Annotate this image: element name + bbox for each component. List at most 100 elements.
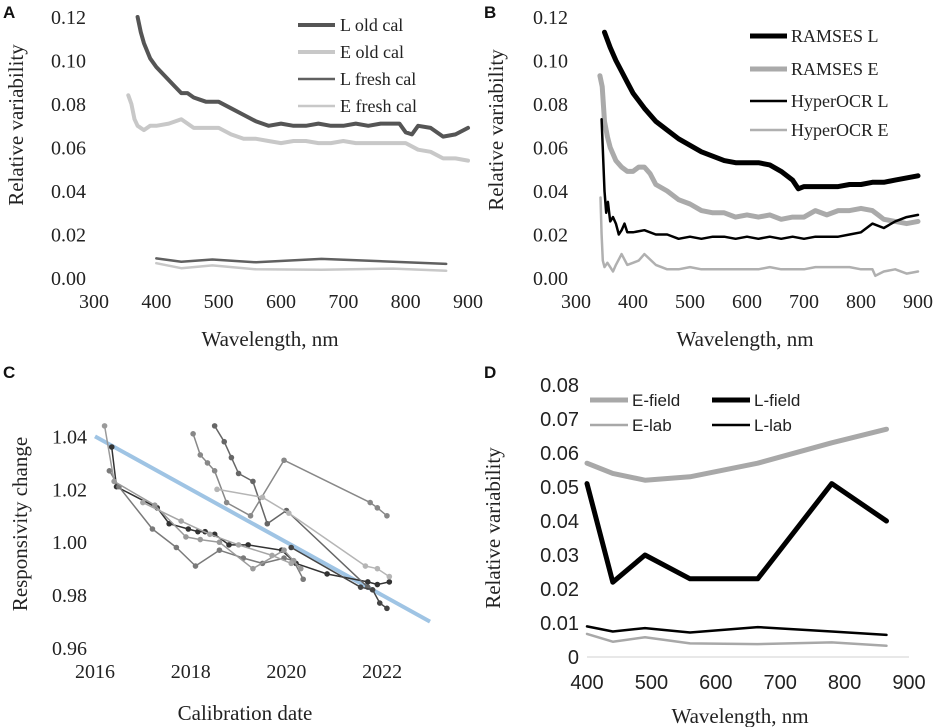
panel-d-line-e-lab xyxy=(585,632,888,648)
panel-b-legend: RAMSES L RAMSES E HyperOCR L HyperOCR E xyxy=(750,26,889,140)
panel-c-point-sensor-5 xyxy=(247,512,254,519)
panel-c-point-sensor-8 xyxy=(178,518,184,524)
panel-c-line-sensor-4 xyxy=(213,425,369,588)
legend-hyperocr-e: HyperOCR E xyxy=(791,120,889,140)
panel-a-ytick-label: 0.02 xyxy=(51,225,86,247)
panel-d-line-l-lab xyxy=(585,625,888,637)
panel-c-point-sensor-8 xyxy=(235,542,242,548)
panel-c-point-sensor-2 xyxy=(192,563,199,569)
panel-c-point-sensor-2 xyxy=(106,468,113,474)
panel-a-xtick-label: 400 xyxy=(141,291,171,313)
panel-c-xtick-label: 2018 xyxy=(171,661,211,683)
panel-c-point-sensor-6 xyxy=(259,494,266,501)
panel-d-ytick-label: 0.06 xyxy=(540,443,579,465)
panel-a-ytick-label: 0.00 xyxy=(51,268,86,290)
panel-c-point-sensor-3 xyxy=(111,478,117,485)
panel-c-ytick-label: 1.04 xyxy=(52,426,87,448)
panel-d-xtick-label: 600 xyxy=(699,672,732,694)
panel-d-ylabel: Relative variability xyxy=(481,447,505,609)
panel-c-point-sensor-5 xyxy=(367,499,373,506)
panel-a: A 0.00 0.02 0.04 0.06 0.08 0.10 0.12 300 400 500 6… xyxy=(3,3,483,351)
panel-d-ytick-label: 0 xyxy=(568,647,579,669)
panel-c-series xyxy=(94,423,431,624)
panel-b-line-ramses-l xyxy=(602,29,921,192)
panel-c-point-sensor-5 xyxy=(384,512,390,519)
panel-b-xtick-label: 600 xyxy=(732,291,762,313)
panel-c-point-sensor-6 xyxy=(286,510,292,516)
panel-c-line-sensor-8 xyxy=(142,501,292,565)
panel-a-xtick-label: 300 xyxy=(79,291,109,313)
panel-d-ytick-label: 0.03 xyxy=(540,545,579,567)
panel-c-point-sensor-7 xyxy=(357,584,364,590)
panel-d-line-e-field xyxy=(584,426,889,483)
legend-l-lab: L-lab xyxy=(754,416,792,435)
panel-c: C 0.96 0.98 1.00 1.02 1.04 2016 2018 2020 2022 R… xyxy=(3,363,431,725)
panel-c-line-sensor-1 xyxy=(110,446,391,586)
panel-a-legend: L old cal E old cal L fresh cal E fresh … xyxy=(298,15,417,116)
panel-c-point-sensor-1 xyxy=(245,542,251,548)
panel-d-xtick-label: 700 xyxy=(764,672,797,694)
panel-c-point-sensor-5 xyxy=(374,505,381,511)
panel-a-ytick-label: 0.10 xyxy=(51,51,86,73)
panel-d-legend: E-field L-field E-lab L-lab xyxy=(590,391,800,435)
panel-c-point-sensor-4 xyxy=(211,423,218,429)
panel-d-ytick-label: 0.07 xyxy=(540,409,579,431)
panel-a-ylabel: Relative variability xyxy=(4,44,28,206)
panel-c-point-sensor-5 xyxy=(211,468,218,474)
panel-c-ylabel: Responsivity change xyxy=(8,437,32,611)
panel-c-point-sensor-7 xyxy=(288,544,295,551)
panel-b-xtick-label: 500 xyxy=(675,291,705,313)
panel-c-xtick-label: 2016 xyxy=(75,661,115,683)
panel-a-series xyxy=(126,15,470,273)
panel-a-axes: 0.00 0.02 0.04 0.06 0.08 0.10 0.12 300 400 500 600… xyxy=(51,7,483,313)
panel-c-point-sensor-8 xyxy=(288,560,295,567)
panel-b-xtick-label: 700 xyxy=(789,291,819,313)
panel-c-point-sensor-8 xyxy=(140,499,146,506)
panel-label-b: B xyxy=(484,3,496,22)
panel-b-series xyxy=(597,29,921,278)
panel-c-point-sensor-4 xyxy=(221,438,228,445)
panel-a-line-l-fresh-cal xyxy=(155,257,448,266)
panel-c-point-sensor-3 xyxy=(297,565,304,572)
panel-b-line-ramses-e xyxy=(597,73,921,227)
panel-d: D 0 0.01 0.02 0.03 0.04 0.05 0.06 0.07 0.08 400 50… xyxy=(481,363,926,727)
panel-c-point-sensor-1 xyxy=(364,579,371,585)
panel-c-point-sensor-7 xyxy=(384,605,390,612)
panel-a-xtick-label: 600 xyxy=(266,291,296,313)
panel-b-ytick-label: 0.02 xyxy=(533,225,568,247)
panel-b-ytick-label: 0.04 xyxy=(533,181,568,203)
panel-a-xtick-label: 500 xyxy=(204,291,234,313)
panel-d-ytick-label: 0.08 xyxy=(540,375,579,397)
panel-c-trend-line xyxy=(94,434,431,624)
panel-c-point-sensor-3 xyxy=(101,423,108,429)
panel-b-xtick-label: 900 xyxy=(903,291,933,313)
panel-c-point-sensor-4 xyxy=(264,520,271,527)
panel-c-point-sensor-5 xyxy=(281,457,287,464)
panel-b-ylabel: Relative variability xyxy=(484,49,508,211)
panel-c-xtick-label: 2020 xyxy=(266,661,306,683)
panel-d-xtick-label: 900 xyxy=(892,672,925,694)
panel-b-line-hyperocr-l xyxy=(600,117,920,241)
panel-d-ytick-label: 0.05 xyxy=(540,477,579,499)
panel-a-xtick-label: 800 xyxy=(391,291,421,313)
legend-e-old-cal: E old cal xyxy=(340,42,404,62)
panel-a-xtick-label: 900 xyxy=(453,291,483,313)
panel-d-series xyxy=(584,426,889,648)
panel-a-ytick-label: 0.04 xyxy=(51,181,86,203)
panel-c-point-sensor-5 xyxy=(223,499,230,506)
panel-a-ytick-label: 0.12 xyxy=(51,7,86,29)
panel-c-point-sensor-6 xyxy=(362,563,369,569)
panel-c-point-sensor-5 xyxy=(197,452,204,458)
panel-a-ytick-label: 0.08 xyxy=(51,94,86,116)
panel-c-point-sensor-8 xyxy=(207,531,213,538)
panel-c-point-sensor-6 xyxy=(374,565,381,572)
legend-hyperocr-l: HyperOCR L xyxy=(791,91,889,111)
panel-a-line-e-fresh-cal xyxy=(155,261,448,273)
panel-b-ytick-label: 0.10 xyxy=(533,51,568,73)
legend-l-fresh-cal: L fresh cal xyxy=(340,69,416,89)
panel-c-point-sensor-3 xyxy=(250,565,256,572)
panel-c-point-sensor-4 xyxy=(250,478,256,485)
panel-c-point-sensor-3 xyxy=(152,502,158,509)
panel-c-ytick-label: 0.98 xyxy=(52,585,87,607)
panel-c-point-sensor-5 xyxy=(204,460,211,466)
